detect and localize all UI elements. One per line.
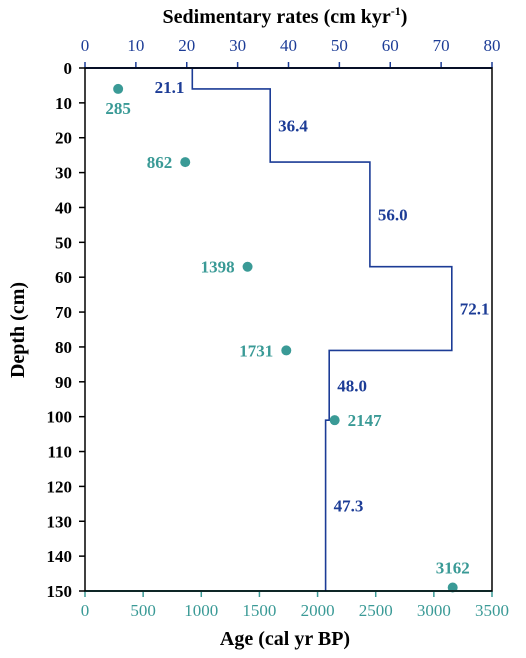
age-point	[447, 582, 458, 593]
left-tick-label: 10	[55, 94, 72, 113]
left-tick-label: 30	[55, 164, 72, 183]
bottom-tick-label: 1500	[242, 601, 276, 620]
left-tick-label: 20	[55, 129, 72, 148]
age-point	[113, 83, 124, 94]
left-depth-axis: 0 10 20 30 40 50 60 70 80 90 100 110 120 130 140 150	[47, 59, 85, 601]
bottom-tick-label: 0	[81, 601, 90, 620]
bottom-age-axis: 0 500 1000 1500 2000 2500 3000 3500	[81, 590, 509, 620]
left-tick-label: 110	[47, 443, 72, 462]
age-point	[329, 415, 340, 426]
age-point	[242, 261, 253, 272]
left-tick-label: 60	[55, 268, 72, 287]
top-tick-label: 80	[484, 36, 501, 55]
bottom-tick-label: 2000	[301, 601, 335, 620]
left-axis-title: Depth (cm)	[7, 282, 29, 378]
rate-value-label: 36.4	[278, 117, 308, 136]
rate-value-label: 72.1	[460, 300, 490, 319]
bottom-tick-label: 500	[130, 601, 156, 620]
plot-frame	[84, 67, 493, 592]
bottom-tick-label: 3000	[417, 601, 451, 620]
top-rate-axis: 0 10 20 30 40 50 60 70 80	[81, 36, 501, 69]
sedimentation-rate-line: 21.1 36.4 56.0 72.1 48.0 47.3	[155, 68, 490, 591]
bottom-axis-title: Age (cal yr BP)	[220, 628, 350, 650]
left-tick-label: 40	[55, 198, 72, 217]
rate-value-label: 48.0	[337, 376, 367, 395]
left-tick-label: 120	[47, 477, 73, 496]
top-tick-label: 10	[127, 36, 144, 55]
left-tick-label: 150	[47, 582, 73, 601]
age-point-label: 1398	[201, 258, 235, 277]
age-point	[281, 345, 292, 356]
left-tick-label: 90	[55, 373, 72, 392]
age-point-label: 862	[147, 153, 173, 172]
age-points: 285 862 1398 1731 2147 3162	[105, 83, 470, 593]
rate-value-label: 21.1	[155, 78, 185, 97]
left-tick-label: 80	[55, 338, 72, 357]
left-tick-label: 70	[55, 303, 72, 322]
left-tick-label: 0	[64, 59, 73, 78]
top-axis-title: Sedimentary rates (cm kyr-1)	[163, 4, 408, 28]
bottom-tick-label: 2500	[359, 601, 393, 620]
bottom-tick-label: 1000	[184, 601, 218, 620]
age-point-label: 1731	[239, 341, 273, 360]
top-tick-label: 40	[280, 36, 297, 55]
left-tick-label: 100	[47, 408, 73, 427]
top-tick-label: 30	[229, 36, 246, 55]
top-tick-label: 70	[433, 36, 450, 55]
left-tick-label: 140	[47, 547, 73, 566]
top-tick-label: 0	[81, 36, 90, 55]
top-tick-label: 20	[178, 36, 195, 55]
rate-value-label: 56.0	[378, 205, 408, 224]
top-tick-label: 50	[331, 36, 348, 55]
top-tick-label: 60	[382, 36, 399, 55]
age-point-label: 3162	[436, 559, 470, 578]
left-tick-label: 50	[55, 233, 72, 252]
rate-step-path	[191, 68, 453, 591]
bottom-tick-label: 3500	[475, 601, 509, 620]
left-tick-label: 130	[47, 512, 73, 531]
age-point-label: 285	[105, 99, 131, 118]
age-point	[180, 157, 191, 168]
age-point-label: 2147	[348, 411, 383, 430]
rate-value-label: 47.3	[334, 497, 364, 516]
